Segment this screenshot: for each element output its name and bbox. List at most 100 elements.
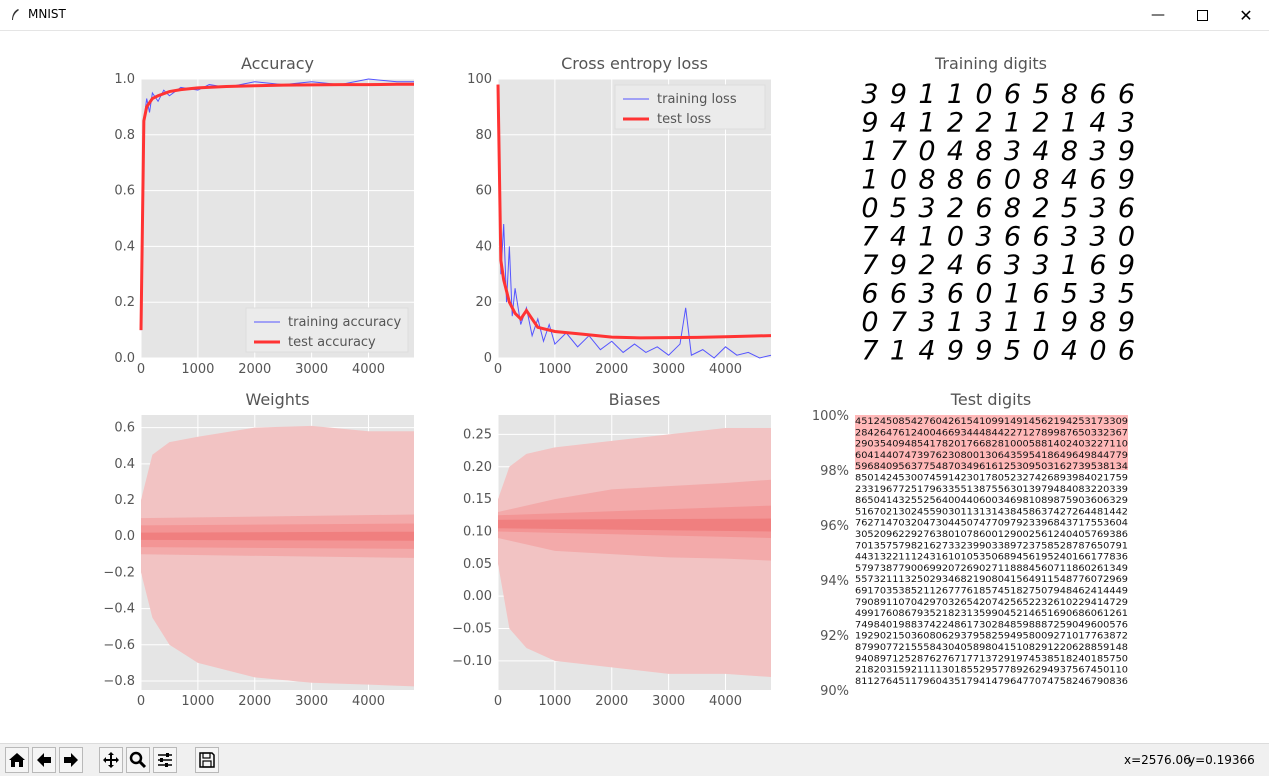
training-digit: 0 <box>975 79 992 110</box>
window-title: MNIST <box>28 7 66 21</box>
training-digit: 5 <box>1061 193 1078 224</box>
training-digit: 8 <box>1089 307 1106 338</box>
training-digit: 2 <box>947 193 964 224</box>
save-button[interactable] <box>195 747 219 773</box>
x-tick-label: 2000 <box>238 362 271 377</box>
x-tick-label: 1000 <box>538 694 571 709</box>
pan-button[interactable] <box>99 747 123 773</box>
training-digit: 9 <box>975 336 992 367</box>
training-digit: 4 <box>1061 165 1078 196</box>
save-icon <box>199 752 215 768</box>
training-digit: 6 <box>890 279 907 310</box>
y-tick-label: 0 <box>484 351 492 366</box>
x-tick-label: 4000 <box>709 694 742 709</box>
back-button[interactable] <box>32 747 56 773</box>
training-digit: 3 <box>918 193 935 224</box>
training-digit: 8 <box>947 165 964 196</box>
training-digit: 0 <box>918 136 935 167</box>
training-digit: 6 <box>1032 222 1049 253</box>
x-tick-label: 3000 <box>295 362 328 377</box>
training-digit: 1 <box>1032 307 1049 338</box>
x-tick-label: 0 <box>494 362 502 377</box>
zoom-button[interactable] <box>126 747 150 773</box>
training-digit: 1 <box>861 136 878 167</box>
test-digit-row: 8501424530074591423017805232742689398402… <box>855 473 1128 484</box>
training-digit: 3 <box>918 279 935 310</box>
training-digit: 3 <box>1061 222 1078 253</box>
percent-label: 98% <box>820 464 849 479</box>
training-digit: 3 <box>1004 136 1021 167</box>
x-tick-label: 2000 <box>595 362 628 377</box>
training-digit: 4 <box>1032 136 1049 167</box>
training-digit: 1 <box>1004 108 1021 139</box>
configure-button[interactable] <box>153 747 177 773</box>
x-tick-label: 4000 <box>709 362 742 377</box>
close-icon: ✕ <box>1239 5 1253 25</box>
chart-title: Test digits <box>950 390 1031 409</box>
training-digit: 6 <box>1089 165 1106 196</box>
x-tick-label: 0 <box>494 694 502 709</box>
training-digit: 3 <box>1089 193 1106 224</box>
y-tick-label: −0.10 <box>452 654 492 669</box>
training-digit: 0 <box>1032 336 1049 367</box>
training-digit: 1 <box>1061 108 1078 139</box>
y-tick-label: 60 <box>475 184 492 199</box>
training-digit: 6 <box>947 279 964 310</box>
maximize-button[interactable] <box>1179 0 1225 30</box>
y-tick-label: −0.6 <box>103 638 135 653</box>
x-tick-label: 3000 <box>652 694 685 709</box>
training-digit: 9 <box>1118 307 1135 338</box>
training-digit: 0 <box>1118 222 1135 253</box>
training-digit: 7 <box>861 336 878 367</box>
training-digit: 9 <box>861 108 878 139</box>
training-digit: 8 <box>1004 193 1021 224</box>
y-tick-label: −0.8 <box>103 674 135 689</box>
y-tick-label: −0.05 <box>452 622 492 637</box>
training-digit: 9 <box>1061 307 1078 338</box>
y-tick-label: 0.15 <box>463 492 492 507</box>
training-digit: 3 <box>1032 250 1049 281</box>
home-icon <box>9 753 25 767</box>
x-tick-label: 1000 <box>538 362 571 377</box>
test-digit-row: 2842647612400466934448442271278998765033… <box>855 427 1128 438</box>
y-tick-label: 0.20 <box>463 460 492 475</box>
close-button[interactable]: ✕ <box>1223 0 1269 30</box>
figure-canvas[interactable]: Accuracy 0 1000 2000 3000 4000 0.0 0.2 0.4 0.6 0.8… <box>0 31 1269 743</box>
training-digit: 6 <box>975 165 992 196</box>
chart-weights: Weights 0 1000 2000 3000 4000 0.6 0.4 0.2 0.0 −0.2… <box>103 390 414 709</box>
y-coordinate-readout: y=0.19366 <box>1188 753 1255 767</box>
test-digit-row: 5167021302455903011313143845863742726448… <box>855 506 1128 517</box>
training-digit: 0 <box>861 307 878 338</box>
training-digit: 0 <box>1004 165 1021 196</box>
configure-icon <box>158 753 172 767</box>
chart-title: Weights <box>245 390 309 409</box>
test-digit-row: 7013575798216273323990338972375852878765… <box>855 540 1128 551</box>
training-digit: 6 <box>1004 79 1021 110</box>
y-tick-label: 20 <box>475 295 492 310</box>
test-digit-row: 3052096229276380107860012900256124040576… <box>855 529 1128 540</box>
test-digit-row: 8650414325525640044060034698108987590360… <box>855 495 1128 506</box>
forward-button[interactable] <box>59 747 83 773</box>
training-digit: 4 <box>947 250 964 281</box>
training-digit: 9 <box>890 250 907 281</box>
y-tick-label: 0.00 <box>463 589 492 604</box>
minimize-button[interactable]: — <box>1135 0 1181 30</box>
zoom-icon <box>129 751 147 769</box>
minimize-icon: — <box>1151 7 1165 23</box>
training-digit: 1 <box>1004 307 1021 338</box>
home-button[interactable] <box>5 747 29 773</box>
training-digit: 3 <box>1118 108 1135 139</box>
training-digit: 6 <box>975 250 992 281</box>
y-tick-label: 0.4 <box>114 239 135 254</box>
test-digit-row: 2182031592111130185529577892629493756745… <box>855 665 1128 676</box>
training-digit: 1 <box>1061 250 1078 281</box>
y-tick-label: 40 <box>475 239 492 254</box>
training-digit: 2 <box>918 250 935 281</box>
training-digit: 9 <box>947 336 964 367</box>
training-digit: 4 <box>918 336 935 367</box>
x-tick-label: 1000 <box>181 694 214 709</box>
training-digit: 2 <box>947 108 964 139</box>
x-tick-label: 0 <box>137 694 145 709</box>
x-tick-label: 2000 <box>595 694 628 709</box>
x-tick-label: 4000 <box>352 694 385 709</box>
